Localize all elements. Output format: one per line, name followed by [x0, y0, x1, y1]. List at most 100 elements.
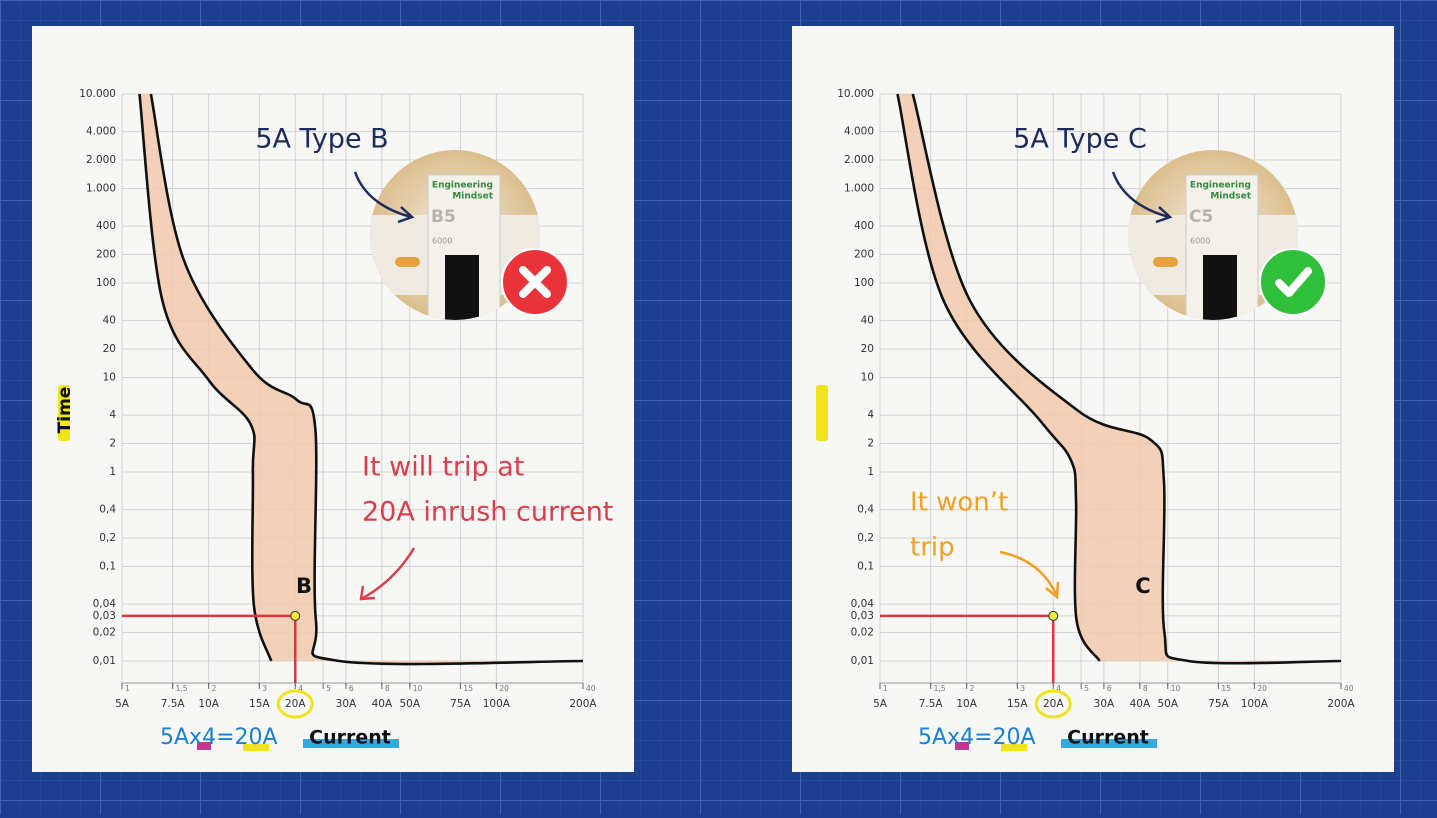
- trip-curve: [911, 93, 1342, 665]
- y-tick-label: 2: [109, 438, 116, 450]
- x-tick-label: 100A: [483, 698, 511, 710]
- y-tick-label: 1: [867, 466, 874, 478]
- x-axis-label: Current: [1067, 727, 1149, 749]
- multiple-tick-label: 5: [1084, 684, 1089, 693]
- multiple-tick-label: 15: [1221, 684, 1231, 693]
- breaker-slot: [1153, 257, 1178, 267]
- photo-model: C5: [1189, 207, 1213, 227]
- y-tick-label: 0,04: [93, 598, 117, 610]
- y-tick-label: 0,02: [851, 627, 874, 639]
- multiple-tick-label: 4: [298, 684, 303, 693]
- multiple-tick-label: 1: [883, 684, 888, 693]
- trip-curve: [138, 93, 273, 662]
- y-tick-label: 4: [109, 409, 116, 421]
- photo-brand: Engineering: [432, 181, 493, 191]
- y-tick-label: 0,04: [851, 598, 875, 610]
- y-tick-label: 0,4: [857, 504, 874, 516]
- y-tick-label: 20: [103, 343, 116, 355]
- annotation: 20A inrush current: [362, 497, 613, 528]
- photo-brand: Engineering: [1190, 181, 1251, 191]
- curve-label: B: [296, 574, 312, 598]
- x-tick-label: 5A: [873, 698, 888, 710]
- highlight-circle: [1034, 689, 1072, 719]
- x-axis-label: Current: [309, 727, 391, 749]
- label-highlight: [816, 385, 828, 441]
- breaker-toggle: [1203, 255, 1237, 320]
- x-tick-label: 50A: [399, 698, 420, 710]
- y-tick-label: 2.000: [844, 154, 874, 166]
- x-tick-label: 200A: [569, 698, 597, 710]
- y-tick-label: 4.000: [86, 126, 116, 138]
- x-tick-label: 5A: [115, 698, 130, 710]
- photo-model: B5: [431, 207, 456, 227]
- formula-highlight: [197, 742, 211, 750]
- multiple-tick-label: 2: [212, 684, 217, 693]
- formula: 5Ax4=20A: [918, 725, 1036, 750]
- multiple-tick-label: 20: [1257, 684, 1267, 693]
- trip-band: [139, 94, 584, 665]
- curve-label: C: [1135, 574, 1150, 598]
- y-tick-label: 0,02: [93, 627, 116, 639]
- y-tick-label: 0,2: [99, 532, 116, 544]
- x-tick-label: 10A: [956, 698, 977, 710]
- y-tick-label: 4.000: [844, 126, 874, 138]
- x-tick-label: 50A: [1157, 698, 1178, 710]
- y-tick-label: 1.000: [86, 183, 116, 195]
- y-tick-label: 0,03: [851, 610, 874, 622]
- y-tick-label: 1: [109, 466, 116, 478]
- y-tick-label: 200: [96, 249, 116, 261]
- y-tick-label: 2: [867, 438, 874, 450]
- marker-point: [1048, 610, 1059, 621]
- x-tick-label: 30A: [336, 698, 357, 710]
- annotation: trip: [910, 533, 955, 563]
- annotation-arrowhead: [359, 585, 376, 601]
- photo-arrow: [353, 171, 412, 219]
- photo-arrowhead: [397, 206, 415, 224]
- multiple-tick-label: 1,5: [934, 684, 946, 693]
- y-tick-label: 0,4: [99, 504, 116, 516]
- marker-point: [290, 610, 301, 621]
- multiple-tick-label: 40: [586, 684, 596, 693]
- breaker-toggle: [445, 255, 479, 320]
- photo-arrowhead: [1155, 206, 1173, 224]
- y-axis-label: Time: [55, 387, 75, 434]
- multiple-tick-label: 5: [326, 684, 331, 693]
- formula: 5Ax4=20A: [160, 725, 278, 750]
- breaker-slot: [395, 257, 420, 267]
- y-tick-label: 20: [861, 343, 874, 355]
- trip-band: [897, 94, 1341, 664]
- multiple-tick-label: 1,5: [176, 684, 188, 693]
- y-tick-label: 0,01: [851, 655, 874, 667]
- x-tick-label: 75A: [450, 698, 471, 710]
- x-tick-label: 200A: [1327, 698, 1355, 710]
- badge: [1259, 248, 1327, 316]
- formula-highlight: [1001, 744, 1027, 751]
- label-highlight: [1061, 739, 1157, 748]
- chart-title: 5A Type B: [255, 124, 388, 155]
- label-highlight: [58, 385, 70, 441]
- y-tick-label: 400: [854, 220, 874, 232]
- annotation-arrow: [999, 550, 1058, 595]
- y-tick-label: 200: [854, 249, 874, 261]
- x-tick-label: 30A: [1094, 698, 1115, 710]
- formula-highlight: [243, 744, 269, 751]
- y-tick-label: 0,1: [99, 561, 116, 573]
- highlight-circle: [276, 689, 314, 719]
- multiple-tick-label: 8: [385, 684, 390, 693]
- y-tick-label: 0,1: [857, 561, 874, 573]
- y-tick-label: 40: [861, 315, 874, 327]
- multiple-tick-label: 3: [1020, 684, 1025, 693]
- y-tick-label: 1.000: [844, 183, 874, 195]
- formula-highlight: [955, 742, 969, 750]
- y-tick-label: 100: [96, 277, 116, 289]
- multiple-tick-label: 2: [970, 684, 975, 693]
- multiple-tick-label: 8: [1143, 684, 1148, 693]
- x-tick-label: 10A: [198, 698, 219, 710]
- y-tick-label: 0,03: [93, 610, 116, 622]
- y-tick-label: 4: [867, 409, 874, 421]
- y-tick-label: 0,01: [93, 655, 116, 667]
- annotation-arrow: [362, 547, 416, 600]
- photo-brand: Mindset: [452, 192, 493, 202]
- badge-check: [1275, 267, 1312, 297]
